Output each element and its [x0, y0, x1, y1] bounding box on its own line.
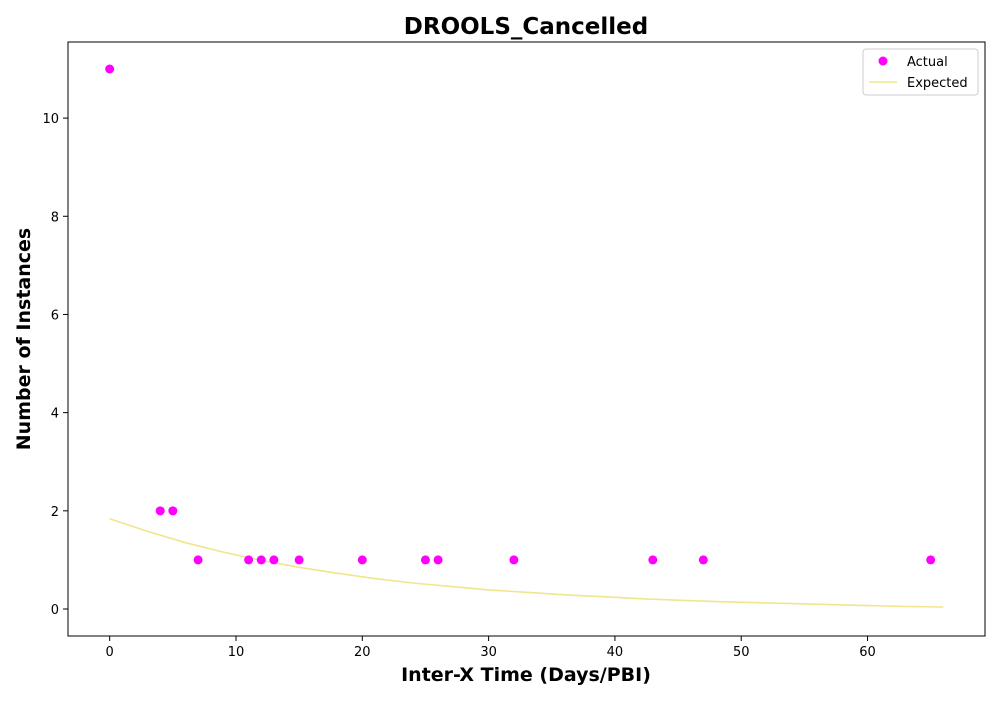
actual-point — [193, 555, 203, 565]
actual-point — [926, 555, 936, 565]
x-tick-label: 30 — [480, 645, 497, 660]
x-tick-label: 0 — [106, 645, 114, 660]
x-tick-label: 40 — [607, 645, 624, 660]
actual-point — [420, 555, 430, 565]
legend: Actual Expected — [862, 48, 979, 96]
chart-title: DROOLS_Cancelled — [404, 14, 648, 40]
legend-marker-actual — [878, 56, 888, 66]
actual-point — [433, 555, 443, 565]
y-tick-label: 0 — [51, 603, 59, 618]
actual-point — [357, 555, 367, 565]
actual-point — [509, 555, 519, 565]
x-tick-label: 60 — [859, 645, 876, 660]
legend-label: Expected — [907, 76, 968, 91]
actual-point — [105, 64, 115, 74]
y-tick-label: 2 — [51, 505, 59, 520]
plot-area — [105, 64, 944, 608]
actual-point — [269, 555, 279, 565]
x-tick-label: 50 — [733, 645, 750, 660]
legend-label: Actual — [907, 55, 948, 70]
plot-frame — [67, 41, 986, 637]
axes: 0 10 20 30 40 50 60 0 2 4 6 8 10 — [42, 41, 986, 660]
x-axis-label: Inter-X Time (Days/PBI) — [401, 664, 651, 686]
x-tick-label: 10 — [228, 645, 245, 660]
y-tick-label: 10 — [42, 112, 59, 127]
actual-point — [698, 555, 708, 565]
legend-box — [862, 48, 979, 96]
y-tick-label: 8 — [51, 210, 59, 225]
actual-point — [256, 555, 266, 565]
x-tick-label: 20 — [354, 645, 371, 660]
actual-point — [648, 555, 658, 565]
actual-point — [155, 506, 165, 516]
actual-point — [244, 555, 254, 565]
y-tick-label: 6 — [51, 308, 59, 323]
actual-point — [294, 555, 304, 565]
actual-point — [168, 506, 178, 516]
expected-line — [109, 517, 944, 608]
y-tick-label: 4 — [51, 407, 59, 422]
y-axis-label: Number of Instances — [13, 228, 35, 450]
